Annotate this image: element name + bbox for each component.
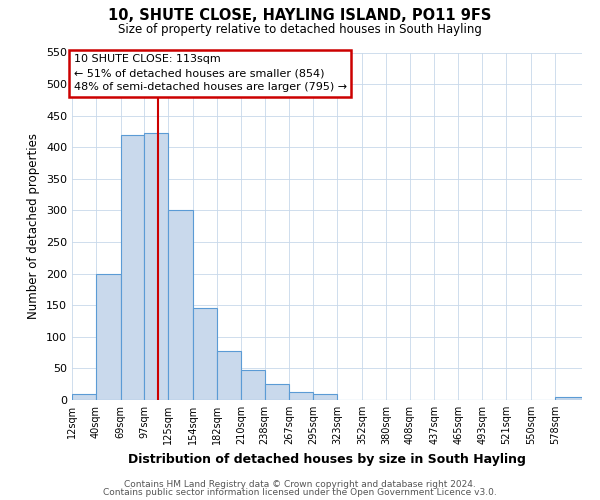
Text: Contains public sector information licensed under the Open Government Licence v3: Contains public sector information licen… xyxy=(103,488,497,497)
Text: Contains HM Land Registry data © Crown copyright and database right 2024.: Contains HM Land Registry data © Crown c… xyxy=(124,480,476,489)
Bar xyxy=(145,134,169,400)
Bar xyxy=(313,394,337,400)
Bar xyxy=(72,394,96,400)
Y-axis label: Number of detached properties: Number of detached properties xyxy=(28,133,40,320)
Bar xyxy=(555,397,582,400)
Text: 10 SHUTE CLOSE: 113sqm
← 51% of detached houses are smaller (854)
48% of semi-de: 10 SHUTE CLOSE: 113sqm ← 51% of detached… xyxy=(74,54,347,92)
Text: 10, SHUTE CLOSE, HAYLING ISLAND, PO11 9FS: 10, SHUTE CLOSE, HAYLING ISLAND, PO11 9F… xyxy=(109,8,491,22)
Bar xyxy=(121,134,145,400)
Bar xyxy=(193,308,217,400)
Bar xyxy=(169,210,193,400)
Bar xyxy=(241,370,265,400)
Text: Size of property relative to detached houses in South Hayling: Size of property relative to detached ho… xyxy=(118,22,482,36)
X-axis label: Distribution of detached houses by size in South Hayling: Distribution of detached houses by size … xyxy=(128,452,526,466)
Bar xyxy=(265,384,289,400)
Bar xyxy=(289,392,313,400)
Bar xyxy=(217,350,241,400)
Bar xyxy=(96,274,121,400)
